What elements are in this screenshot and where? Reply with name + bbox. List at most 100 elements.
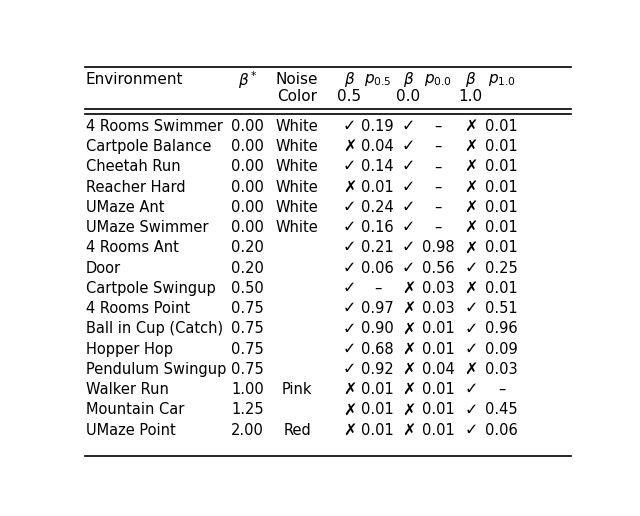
Text: 0.92: 0.92 [361,362,394,377]
Text: 0.75: 0.75 [231,301,264,316]
Text: ✗: ✗ [464,220,477,235]
Text: ✓: ✓ [464,382,477,397]
Text: 0.20: 0.20 [231,261,264,276]
Text: ✓: ✓ [342,240,356,255]
Text: $p_{0.5}$: $p_{0.5}$ [364,72,392,88]
Text: ✗: ✗ [402,342,415,357]
Text: ✓: ✓ [402,261,415,276]
Text: 0.01: 0.01 [422,321,454,336]
Text: 0.01: 0.01 [485,119,518,134]
Text: 4 Rooms Swimmer: 4 Rooms Swimmer [86,119,223,134]
Text: 0.01: 0.01 [422,402,454,417]
Text: ✓: ✓ [402,139,415,154]
Text: Cheetah Run: Cheetah Run [86,159,180,174]
Text: Ball in Cup (Catch): Ball in Cup (Catch) [86,321,223,336]
Text: 0.97: 0.97 [361,301,394,316]
Text: 0.01: 0.01 [485,220,518,235]
Text: UMaze Swimmer: UMaze Swimmer [86,220,209,235]
Text: $p_{1.0}$: $p_{1.0}$ [488,72,516,88]
Text: ✗: ✗ [464,119,477,134]
Text: ✓: ✓ [342,362,356,377]
Text: ✓: ✓ [342,200,356,215]
Text: ✓: ✓ [342,119,356,134]
Text: ✓: ✓ [342,321,356,336]
Text: 0.01: 0.01 [485,180,518,195]
Text: 0.03: 0.03 [422,281,454,296]
Text: 0.5: 0.5 [337,89,362,104]
Text: –: – [435,220,442,235]
Text: 0.01: 0.01 [422,342,454,357]
Text: ✓: ✓ [464,342,477,357]
Text: ✓: ✓ [342,301,356,316]
Text: 1.25: 1.25 [231,402,264,417]
Text: $\beta$: $\beta$ [403,70,414,89]
Text: 0.01: 0.01 [361,180,394,195]
Text: ✓: ✓ [342,342,356,357]
Text: 0.01: 0.01 [485,139,518,154]
Text: 0.00: 0.00 [231,159,264,174]
Text: 0.00: 0.00 [231,200,264,215]
Text: 1.0: 1.0 [459,89,483,104]
Text: $\beta$: $\beta$ [465,70,477,89]
Text: –: – [374,281,381,296]
Text: ✓: ✓ [402,240,415,255]
Text: ✓: ✓ [464,301,477,316]
Text: $\beta$: $\beta$ [344,70,355,89]
Text: ✓: ✓ [402,180,415,195]
Text: 0.96: 0.96 [485,321,518,336]
Text: UMaze Ant: UMaze Ant [86,200,164,215]
Text: 0.01: 0.01 [485,281,518,296]
Text: ✗: ✗ [464,139,477,154]
Text: 0.45: 0.45 [485,402,518,417]
Text: ✗: ✗ [342,402,356,417]
Text: 0.03: 0.03 [485,362,518,377]
Text: Walker Run: Walker Run [86,382,169,397]
Text: Cartpole Balance: Cartpole Balance [86,139,211,154]
Text: 0.04: 0.04 [361,139,394,154]
Text: ✗: ✗ [464,180,477,195]
Text: Door: Door [86,261,121,276]
Text: ✗: ✗ [342,382,356,397]
Text: 2.00: 2.00 [231,423,264,438]
Text: ✓: ✓ [342,261,356,276]
Text: Cartpole Swingup: Cartpole Swingup [86,281,216,296]
Text: ✓: ✓ [402,119,415,134]
Text: ✗: ✗ [464,159,477,174]
Text: Noise: Noise [276,72,319,87]
Text: 0.01: 0.01 [485,240,518,255]
Text: ✗: ✗ [342,139,356,154]
Text: 0.21: 0.21 [361,240,394,255]
Text: 0.01: 0.01 [485,200,518,215]
Text: –: – [435,159,442,174]
Text: ✓: ✓ [464,321,477,336]
Text: 0.75: 0.75 [231,362,264,377]
Text: 0.20: 0.20 [231,240,264,255]
Text: ✓: ✓ [464,402,477,417]
Text: Mountain Car: Mountain Car [86,402,184,417]
Text: 0.24: 0.24 [361,200,394,215]
Text: ✗: ✗ [464,362,477,377]
Text: ✗: ✗ [402,321,415,336]
Text: 0.51: 0.51 [485,301,518,316]
Text: UMaze Point: UMaze Point [86,423,176,438]
Text: ✓: ✓ [402,200,415,215]
Text: 0.75: 0.75 [231,342,264,357]
Text: ✓: ✓ [464,423,477,438]
Text: ✗: ✗ [402,301,415,316]
Text: 1.00: 1.00 [231,382,264,397]
Text: 0.25: 0.25 [485,261,518,276]
Text: ✗: ✗ [402,382,415,397]
Text: White: White [276,119,319,134]
Text: 0.03: 0.03 [422,301,454,316]
Text: White: White [276,220,319,235]
Text: ✗: ✗ [464,200,477,215]
Text: 0.01: 0.01 [361,423,394,438]
Text: Reacher Hard: Reacher Hard [86,180,186,195]
Text: 0.0: 0.0 [396,89,420,104]
Text: 0.19: 0.19 [362,119,394,134]
Text: ✗: ✗ [464,281,477,296]
Text: 0.14: 0.14 [362,159,394,174]
Text: Color: Color [277,89,317,104]
Text: –: – [435,180,442,195]
Text: 0.04: 0.04 [422,362,454,377]
